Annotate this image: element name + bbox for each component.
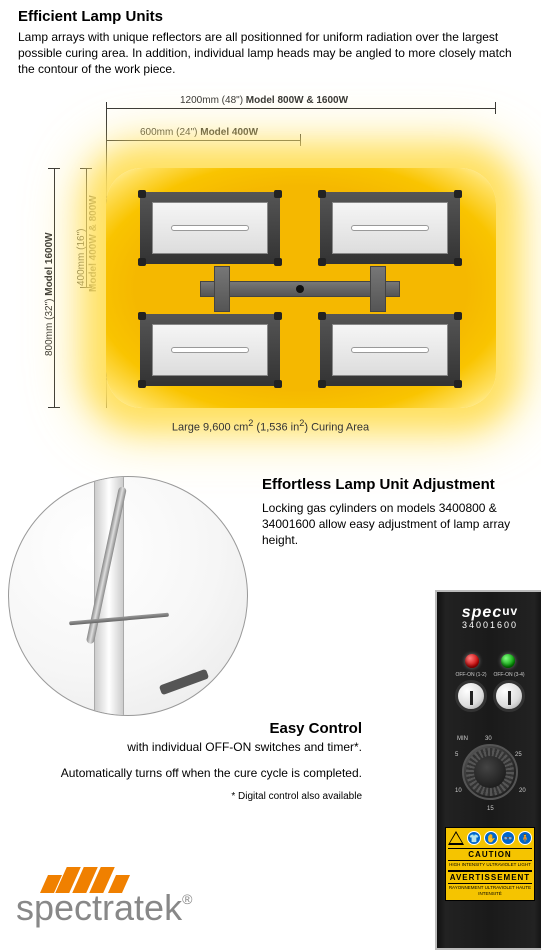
timer-mark-25: 25	[515, 752, 522, 758]
dim-left-half-a: 400mm (16")	[76, 228, 87, 285]
timer-mark-10: 10	[455, 788, 462, 794]
lamp-head-top-right	[320, 192, 460, 264]
body-effortless-adjustment: Locking gas cylinders on models 3400800 …	[262, 500, 523, 549]
lamp-head-top-left	[140, 192, 280, 264]
timer-mark-20: 20	[519, 788, 526, 794]
off-on-switch-2[interactable]	[493, 680, 525, 712]
heading-efficient-lamp-units: Efficient Lamp Units	[18, 8, 523, 25]
body-efficient-lamp-units: Lamp arrays with unique reflectors are a…	[18, 29, 523, 78]
avertissement-subtitle: RAYONNEMENT ULTRAVIOLET HAUTE INTENSITÉ	[448, 884, 532, 897]
heading-easy-control: Easy Control	[0, 720, 362, 737]
ppe-icon-4: 🧍	[518, 831, 532, 845]
heading-effortless-adjustment: Effortless Lamp Unit Adjustment	[262, 476, 523, 494]
caution-title: CAUTION	[448, 848, 532, 861]
center-mount	[296, 285, 304, 293]
avertissement-title: AVERTISSEMENT	[448, 871, 532, 884]
dim-top-half: 600mm (24") Model 400W	[140, 127, 258, 138]
dim-left-half-b: Model 400W & 800W	[88, 195, 99, 292]
control-panel: specuv 34001600 OFF-ON (1-2) OFF-ON (3-4…	[435, 590, 541, 950]
status-led-red	[465, 654, 479, 668]
logo-text: spectratek®	[16, 887, 192, 929]
timer-dial[interactable]	[462, 744, 518, 800]
timer-mark-15: 15	[487, 806, 494, 812]
ppe-icon-2: ✋	[484, 831, 498, 845]
body-easy-control-2: Automatically turns off when the cure cy…	[0, 765, 362, 781]
body-easy-control-1: with individual OFF-ON switches and time…	[0, 739, 362, 755]
timer-mark-min: MIN	[457, 736, 468, 742]
panel-brand: specuv	[437, 592, 541, 622]
warning-triangle-icon	[448, 831, 464, 845]
switch-1-label: OFF-ON (1-2)	[451, 672, 491, 678]
caution-subtitle: HIGH INTENSITY ULTRAVIOLET LIGHT	[448, 861, 532, 868]
vertical-beam-right	[370, 266, 386, 312]
off-on-switch-1[interactable]	[455, 680, 487, 712]
spectratek-logo: spectratek®	[16, 867, 192, 929]
timer-mark-5: 5	[455, 752, 458, 758]
gas-cylinder-illustration	[8, 476, 248, 716]
vertical-beam-left	[214, 266, 230, 312]
switch-2-label: OFF-ON (3-4)	[489, 672, 529, 678]
diagram-caption: Large 9,600 cm2 (1,536 in2) Curing Area	[0, 418, 541, 434]
curing-area-diagram: 1200mm (48") Model 800W & 1600W 600mm (2…	[0, 96, 541, 446]
lamp-head-bottom-right	[320, 314, 460, 386]
lamp-head-bottom-left	[140, 314, 280, 386]
ppe-icon-3: 👓	[501, 831, 515, 845]
status-led-green	[501, 654, 515, 668]
ppe-icon-1: 👕	[467, 831, 481, 845]
footnote-digital-control: * Digital control also available	[0, 791, 362, 802]
caution-label: 👕 ✋ 👓 🧍 CAUTION HIGH INTENSITY ULTRAVIOL…	[445, 827, 535, 901]
timer-mark-30: 30	[485, 736, 492, 742]
dim-left-full: 800mm (32") Model 1600W	[44, 232, 55, 356]
dim-top-full: 1200mm (48") Model 800W & 1600W	[180, 95, 348, 106]
panel-model: 34001600	[437, 620, 541, 630]
